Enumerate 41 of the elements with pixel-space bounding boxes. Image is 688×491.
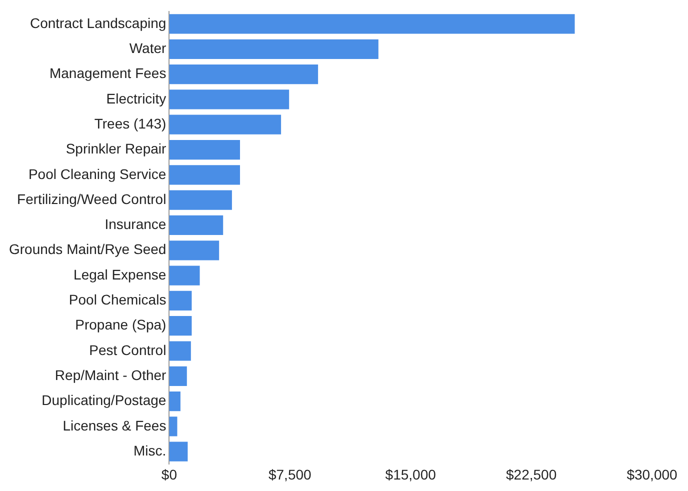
y-tick-label: Insurance [104, 216, 166, 232]
bar [169, 366, 187, 386]
y-tick-label: Grounds Maint/Rye Seed [8, 241, 166, 258]
bar [169, 140, 240, 160]
bar [169, 416, 178, 436]
y-tick-label: Licenses & Fees [62, 417, 166, 434]
y-tick-label: Electricity [106, 90, 166, 106]
x-tick-label: $0 [161, 466, 178, 482]
bar [169, 114, 282, 134]
bar [169, 290, 192, 310]
y-tick-label: Misc. [134, 442, 166, 458]
y-tick-label: Water [129, 40, 167, 56]
bar [169, 190, 232, 210]
x-tick-label: $22,500 [506, 466, 557, 482]
x-tick-label: $7,500 [268, 466, 312, 482]
y-tick-label: Pest Control [89, 342, 166, 358]
bar [169, 90, 290, 110]
bar [169, 442, 188, 462]
bar [169, 64, 318, 84]
bar [169, 215, 224, 236]
y-tick-label: Trees (143) [94, 115, 166, 132]
bar [169, 39, 378, 59]
bar [169, 316, 192, 336]
y-tick-label: Propane (Spa) [75, 316, 166, 333]
bar [169, 165, 240, 185]
bar [169, 341, 191, 361]
x-tick-label: $15,000 [385, 466, 436, 482]
y-tick-label: Pool Cleaning Service [28, 166, 166, 182]
y-tick-label: Management Fees [49, 65, 166, 82]
bar [169, 240, 220, 260]
bar [169, 266, 200, 286]
y-tick-label: Contract Landscaping [30, 14, 166, 31]
y-tick-label: Fertilizing/Weed Control [17, 190, 166, 207]
x-tick-label: $30,000 [626, 466, 678, 482]
y-tick-label: Pool Chemicals [68, 292, 166, 308]
y-tick-label: Legal Expense [74, 266, 166, 282]
y-tick-label: Rep/Maint - Other [54, 367, 167, 384]
y-tick-label: Duplicating/Postage [42, 392, 166, 408]
bar [169, 14, 575, 34]
bar [169, 392, 180, 412]
y-tick-label: Sprinkler Repair [66, 140, 167, 157]
